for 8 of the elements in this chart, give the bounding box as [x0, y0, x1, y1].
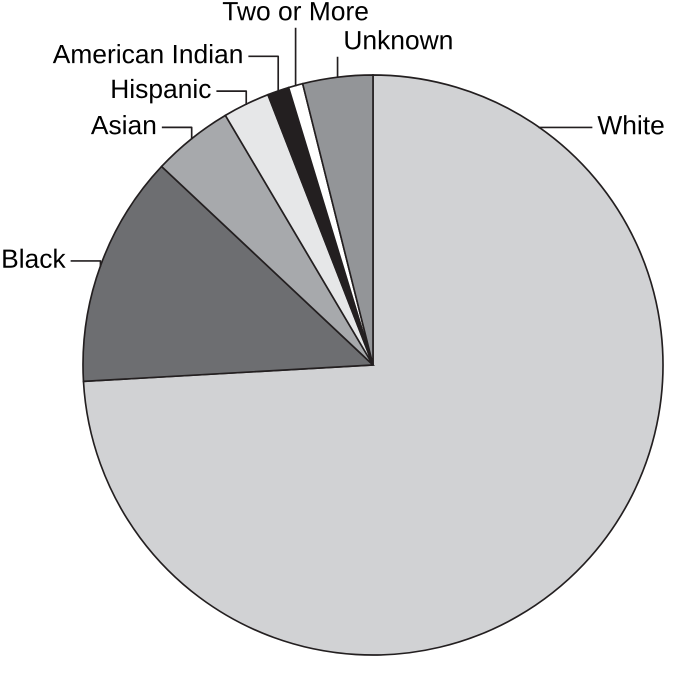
- slice-label: Black: [3, 248, 66, 268]
- pie-slice: [82, 74, 664, 656]
- slice-label: Hispanic: [112, 78, 211, 104]
- slice-label: Asian: [90, 115, 156, 134]
- slice-label: American Indian: [52, 44, 242, 64]
- slice-label: White: [597, 115, 664, 135]
- slice-label: Two or More: [222, 2, 368, 20]
- slice-label: Unknown: [345, 30, 452, 50]
